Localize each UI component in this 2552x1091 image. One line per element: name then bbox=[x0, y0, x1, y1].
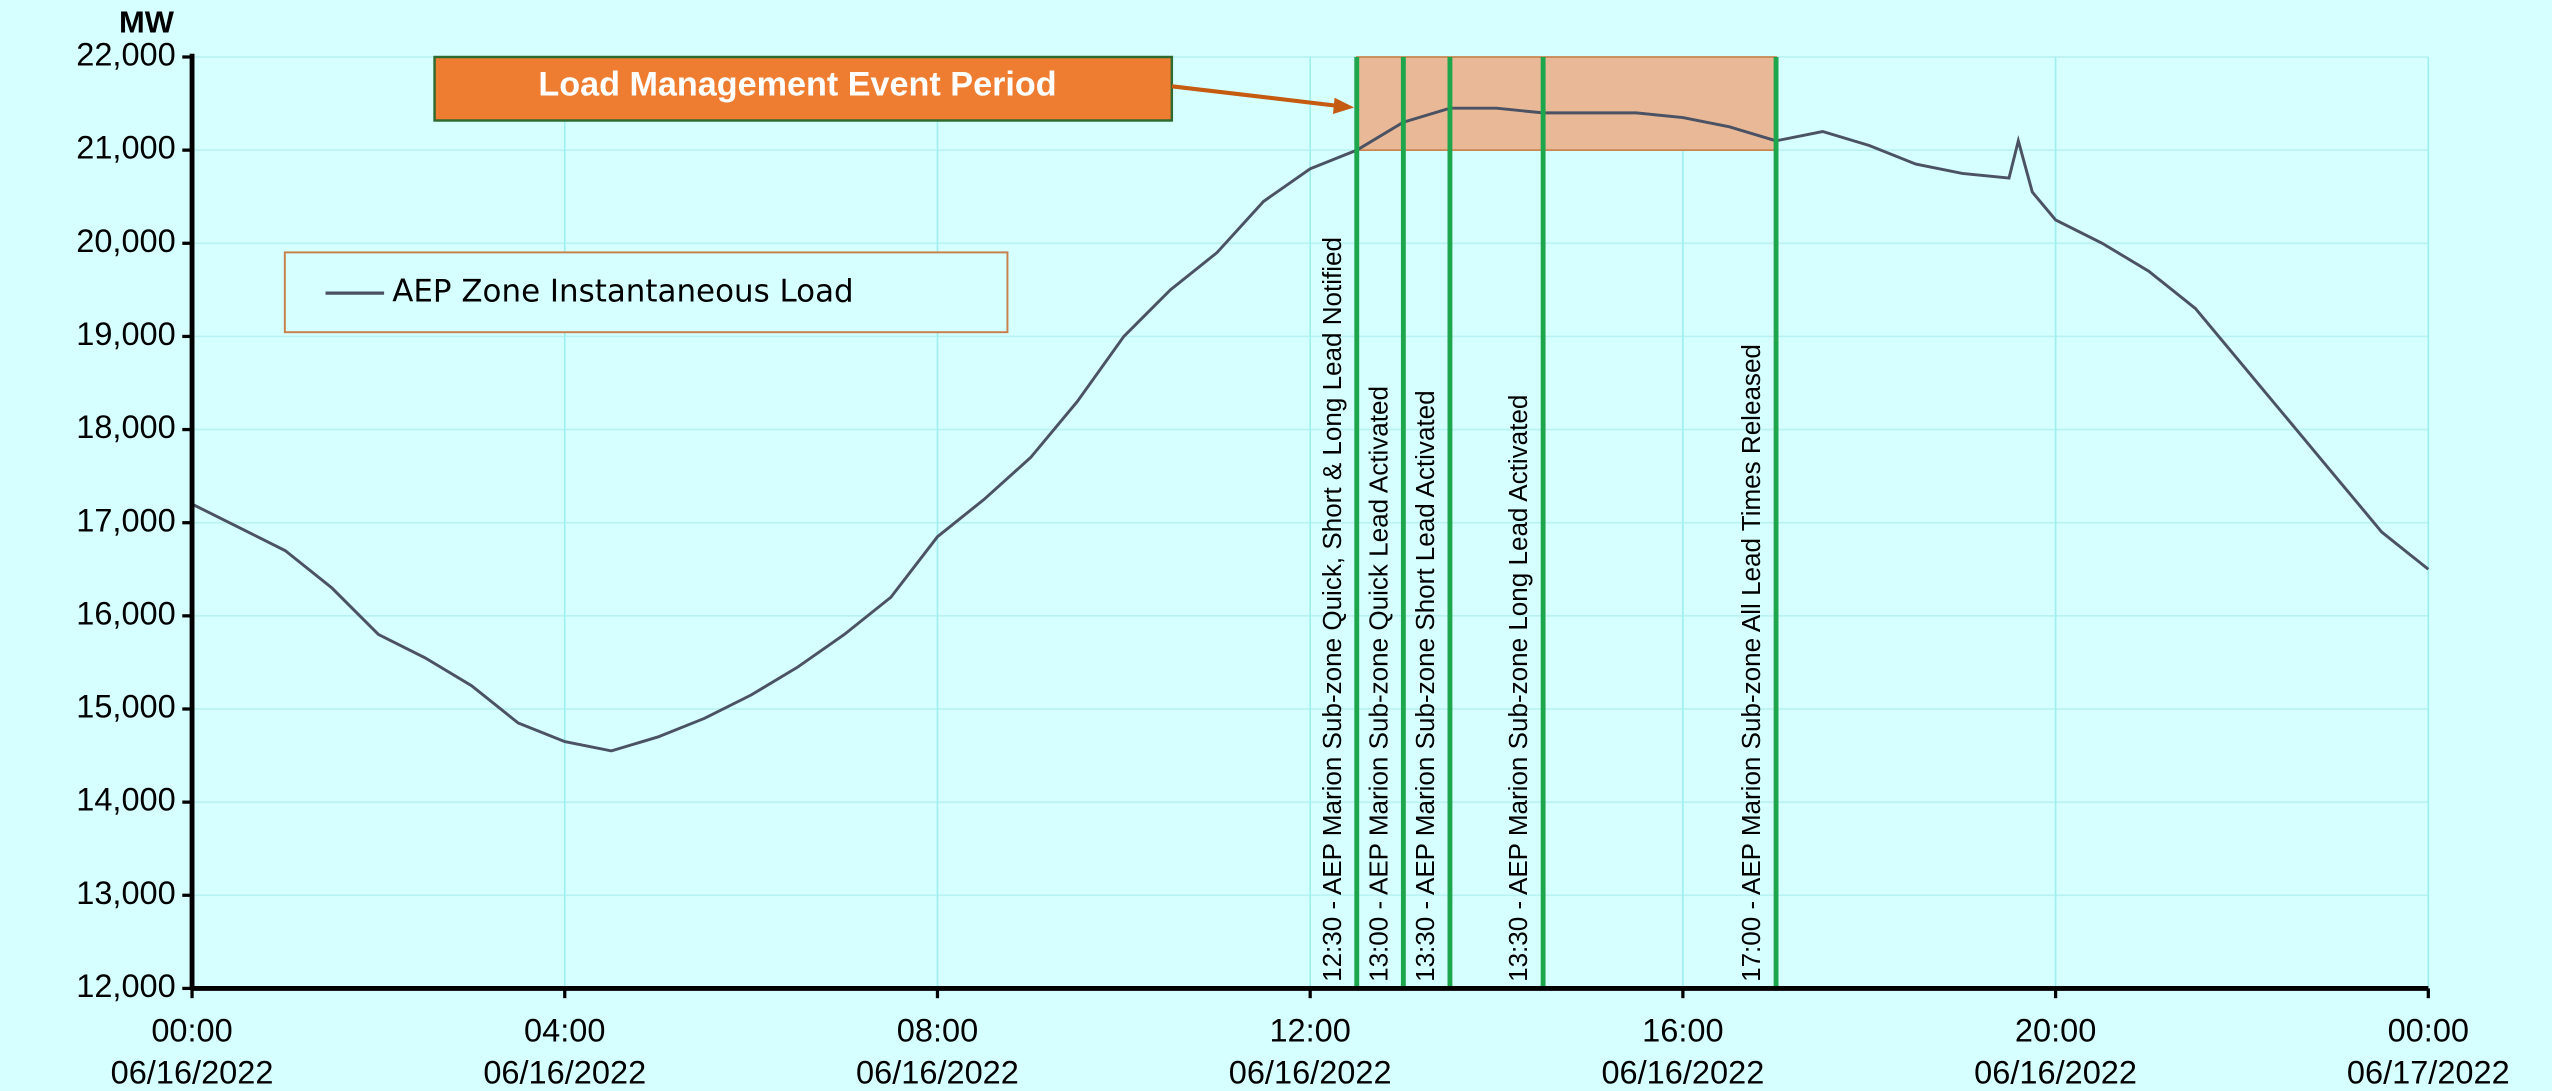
y-tick-label: 17,000 bbox=[76, 502, 176, 538]
x-tick-label: 20:00 06/16/2022 bbox=[1974, 1012, 2137, 1090]
event-label: 13:30 - AEP Marion Sub-zone Short Lead A… bbox=[1410, 390, 1440, 982]
y-tick-label: 18,000 bbox=[76, 409, 176, 445]
callout-arrowhead bbox=[1332, 97, 1355, 114]
legend-box bbox=[283, 251, 1009, 334]
event-label: 13:00 - AEP Marion Sub-zone Quick Lead A… bbox=[1363, 386, 1393, 982]
x-tick-label: 04:00 06/16/2022 bbox=[483, 1012, 646, 1090]
y-tick-label: 22,000 bbox=[76, 37, 176, 73]
y-tick-label: 16,000 bbox=[76, 595, 176, 631]
x-tick-label: 00:00 06/16/2022 bbox=[111, 1012, 274, 1090]
legend-label: AEP Zone Instantaneous Load bbox=[392, 274, 853, 310]
y-axis-label: MW bbox=[119, 5, 175, 40]
event-callout-box bbox=[433, 55, 1174, 122]
y-tick-label: 21,000 bbox=[76, 130, 176, 166]
x-tick-label: 12:00 06/16/2022 bbox=[1229, 1012, 1392, 1090]
y-tick-label: 12,000 bbox=[76, 968, 176, 1004]
x-tick-label: 00:00 06/17/2022 bbox=[2347, 1012, 2510, 1090]
x-tick-label: 08:00 06/16/2022 bbox=[856, 1012, 1019, 1090]
y-tick-label: 13,000 bbox=[76, 875, 176, 911]
event-callout-text: Load Management Event Period bbox=[538, 65, 1056, 103]
event-label: 12:30 - AEP Marion Sub-zone Quick, Short… bbox=[1317, 237, 1347, 982]
y-tick-label: 14,000 bbox=[76, 782, 176, 818]
callout-arrow bbox=[1171, 84, 1339, 108]
event-period bbox=[1355, 56, 1777, 151]
y-tick-label: 19,000 bbox=[76, 316, 176, 352]
event-label: 17:00 - AEP Marion Sub-zone All Lead Tim… bbox=[1736, 344, 1766, 982]
y-tick-label: 20,000 bbox=[76, 223, 176, 259]
x-tick-label: 16:00 06/16/2022 bbox=[1601, 1012, 1764, 1090]
event-label: 13:30 - AEP Marion Sub-zone Long Lead Ac… bbox=[1503, 395, 1533, 982]
y-tick-label: 15,000 bbox=[76, 689, 176, 725]
